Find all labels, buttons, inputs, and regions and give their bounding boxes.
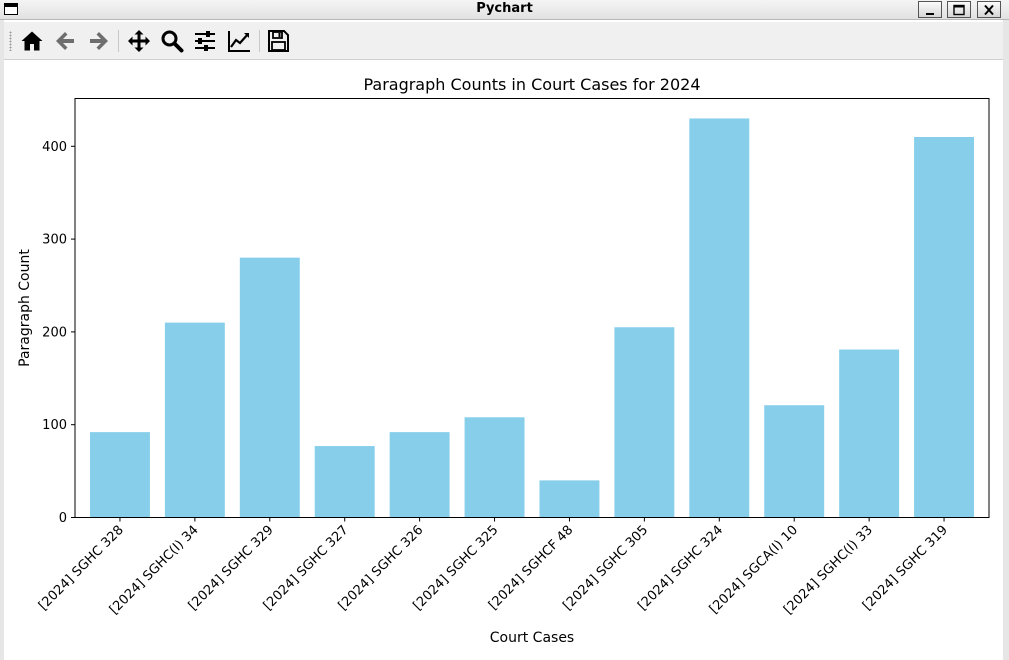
arrow-right-icon <box>90 32 108 50</box>
home-icon <box>21 31 43 51</box>
y-axis-label: Paragraph Count <box>17 249 33 367</box>
toolbar <box>4 22 1003 60</box>
x-tick-label: [2024] SGHC 319 <box>860 523 951 614</box>
y-tick-label: 200 <box>42 325 67 340</box>
back-button[interactable] <box>52 27 80 55</box>
plot-area[interactable] <box>75 98 989 518</box>
bar <box>389 432 450 518</box>
bar <box>614 327 675 518</box>
y-tick-label: 100 <box>42 418 67 433</box>
edit-axis-button[interactable] <box>225 27 253 55</box>
close-button[interactable] <box>977 1 1001 18</box>
bar <box>839 349 900 518</box>
bar <box>314 446 375 518</box>
y-tick-label: 400 <box>42 140 67 155</box>
window-frame-right <box>1003 20 1009 660</box>
y-tick-label: 0 <box>59 511 67 526</box>
minimize-button[interactable] <box>918 1 942 18</box>
x-axis-label: Court Cases <box>490 630 574 646</box>
forward-button[interactable] <box>84 27 112 55</box>
bar <box>689 118 750 518</box>
axes-frame <box>74 98 990 518</box>
close-icon <box>984 4 994 15</box>
configure-subplots-button[interactable] <box>191 27 219 55</box>
window-title: Pychart <box>476 1 533 16</box>
chart-line-icon <box>228 31 250 52</box>
maximize-button[interactable] <box>947 1 971 18</box>
bar <box>539 480 600 518</box>
sliders-icon <box>195 31 215 51</box>
bar <box>464 417 525 518</box>
zoom-icon <box>161 30 184 53</box>
bar <box>239 257 300 518</box>
title-bar[interactable]: Pychart <box>0 0 1009 20</box>
move-icon <box>128 30 150 52</box>
window-frame-left <box>0 20 4 660</box>
bar <box>89 432 150 518</box>
maximize-icon <box>953 4 965 15</box>
pan-button[interactable] <box>125 27 153 55</box>
toolbar-separator <box>118 30 119 52</box>
save-button[interactable] <box>264 27 292 55</box>
bar <box>914 137 975 518</box>
minimize-icon <box>926 12 934 15</box>
chart-title: Paragraph Counts in Court Cases for 2024 <box>363 75 700 94</box>
home-button[interactable] <box>18 27 46 55</box>
arrow-left-icon <box>56 32 74 50</box>
bar <box>764 405 825 518</box>
bar <box>164 322 225 518</box>
window-menu-icon[interactable] <box>4 3 18 15</box>
y-tick-label: 300 <box>42 233 67 248</box>
save-icon <box>268 30 289 52</box>
toolbar-grip[interactable] <box>9 31 12 51</box>
toolbar-separator <box>259 30 260 52</box>
zoom-button[interactable] <box>158 27 186 55</box>
